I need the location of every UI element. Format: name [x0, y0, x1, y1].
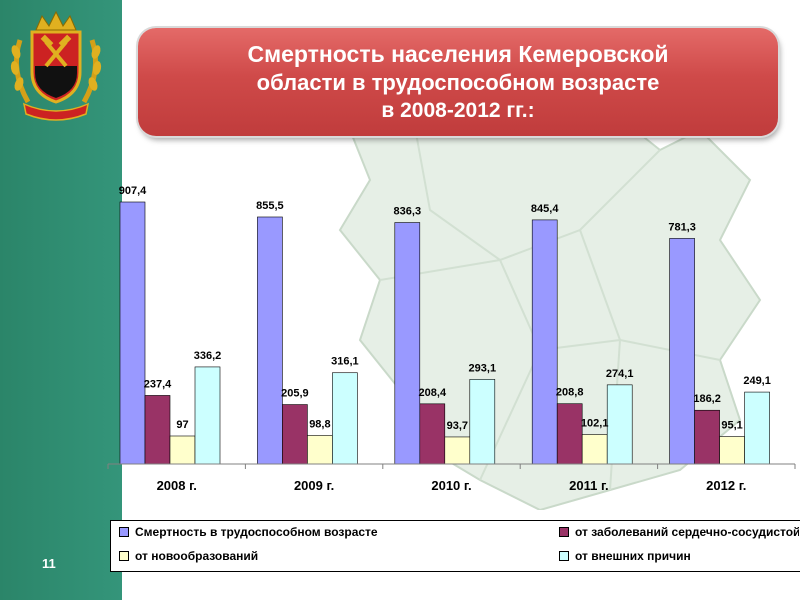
legend-swatch: [119, 527, 129, 537]
legend-label: Смертность в трудоспособном возрасте: [135, 525, 378, 539]
data-label-3-series-1: 836,3: [394, 206, 422, 218]
bar-3-series-2: [419, 403, 446, 465]
data-label-2-series-3: 98,8: [309, 418, 330, 430]
data-label-2-series-4: 316,1: [331, 356, 359, 368]
data-label-4-series-2: 208,8: [556, 387, 584, 399]
legend-swatch: [559, 551, 569, 561]
legend-item-4: от внешних причин: [559, 548, 799, 564]
slide-title-line-2: области в трудоспособном возрасте: [256, 70, 660, 95]
data-label-5-series-4: 249,1: [743, 375, 771, 387]
data-label-1-series-4: 336,2: [194, 350, 222, 362]
legend-label: от заболеваний сердечно-сосудистой систе…: [575, 525, 799, 539]
data-label-4-series-1: 845,4: [531, 203, 559, 215]
data-label-4-series-4: 274,1: [606, 368, 634, 380]
title-banner: Смертность населения Кемеровской области…: [138, 28, 778, 136]
bar-2-series-4: [332, 372, 358, 465]
bar-3-series-3: [444, 436, 471, 465]
category-labels: 2008 г. 2009 г. 2010 г. 2011 г. 2012 г.: [157, 478, 747, 493]
bar-2-series-3: [307, 435, 333, 465]
data-label-1-series-1: 907,4: [119, 185, 147, 197]
bar-5-series-4: [744, 391, 770, 465]
bar-3-series-4: [469, 379, 496, 465]
bar-4-series-2: [556, 403, 583, 465]
data-label-3-series-3: 93,7: [447, 420, 468, 432]
bar-2-series-1: [257, 216, 283, 465]
data-label-2-series-1: 855,5: [256, 200, 284, 212]
legend-swatch: [119, 551, 129, 561]
bars-layer: [119, 201, 770, 465]
category-label-5: 2012 г.: [706, 478, 746, 493]
legend-swatch: [559, 527, 569, 537]
slide-number: 11: [42, 556, 56, 571]
data-label-3-series-4: 293,1: [469, 362, 497, 374]
bar-1-series-1: [119, 201, 146, 465]
bar-1-series-2: [144, 395, 171, 465]
bar-1-series-3: [169, 435, 196, 465]
data-label-4-series-3: 102,1: [581, 418, 609, 430]
data-label-5-series-1: 781,3: [668, 221, 696, 233]
bar-2-series-2: [282, 404, 308, 465]
bar-4-series-4: [606, 384, 633, 465]
legend-item-3: от новообразований: [119, 548, 549, 564]
chart-legend: Смертность в трудоспособном возрасте от з…: [110, 520, 800, 572]
coat-of-arms-icon: [10, 10, 102, 121]
data-label-1-series-2: 237,4: [144, 378, 172, 390]
data-label-2-series-2: 205,9: [281, 388, 309, 400]
bar-5-series-1: [669, 238, 695, 465]
data-label-5-series-2: 186,2: [693, 393, 721, 405]
category-label-4: 2011 г.: [569, 478, 609, 493]
slide-title-line-3: в 2008-2012 гг.:: [381, 99, 535, 122]
legend-item-1: Смертность в трудоспособном возрасте: [119, 524, 549, 540]
category-label-1: 2008 г.: [157, 478, 197, 493]
category-label-3: 2010 г.: [431, 478, 471, 493]
bar-4-series-1: [531, 219, 558, 465]
x-axis-ticks: [107, 464, 796, 469]
data-label-1-series-3: 97: [176, 419, 188, 431]
bar-3-series-1: [394, 222, 421, 465]
data-label-3-series-2: 208,4: [419, 387, 447, 399]
slide-title-line-1: Смертность населения Кемеровской: [247, 41, 669, 67]
bar-5-series-2: [694, 409, 720, 465]
legend-label: от новообразований: [135, 549, 259, 563]
sidebar-panel: 11: [0, 0, 122, 600]
bar-4-series-3: [581, 434, 608, 465]
category-label-2: 2009 г.: [294, 478, 334, 493]
legend-label: от внешних причин: [575, 549, 691, 563]
legend-item-2: от заболеваний сердечно-сосудистой систе…: [559, 524, 799, 540]
bar-5-series-3: [719, 436, 745, 465]
bar-1-series-4: [194, 366, 221, 465]
labels-layer: 907,4 237,4 97 336,2 855,5 205,9 98,8 316,1 836,…: [119, 185, 771, 432]
data-label-5-series-3: 95,1: [721, 420, 742, 432]
